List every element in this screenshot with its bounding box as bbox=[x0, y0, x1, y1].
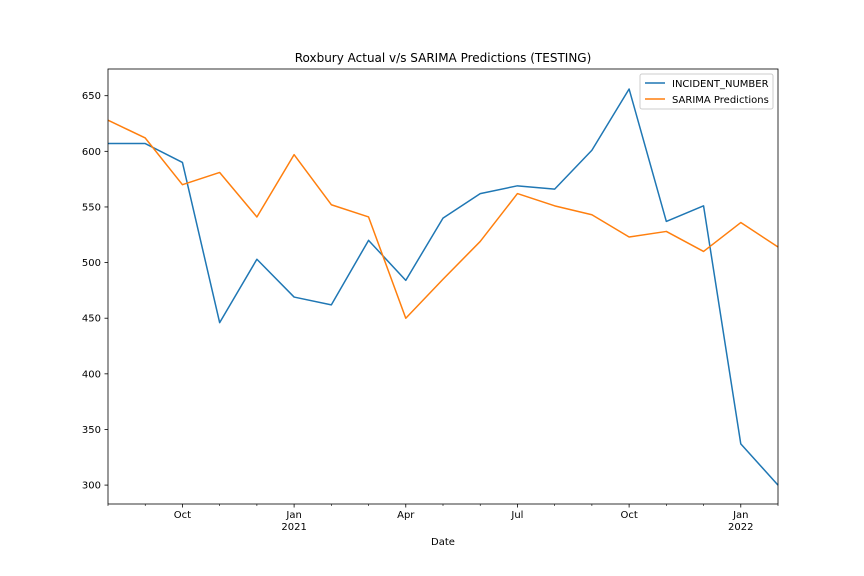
x-tick-label: Oct bbox=[620, 510, 637, 521]
y-tick-label: 400 bbox=[82, 369, 101, 380]
x-tick-year-label: 2022 bbox=[728, 522, 753, 533]
x-tick-label: Apr bbox=[397, 510, 415, 521]
chart-title: Roxbury Actual v/s SARIMA Predictions (T… bbox=[295, 51, 592, 65]
y-tick-label: 300 bbox=[82, 481, 101, 492]
series-line-0 bbox=[108, 88, 779, 486]
x-tick-label: Jan bbox=[732, 510, 748, 521]
y-axis: 300 350 400 450 500 550 600 650 bbox=[82, 91, 108, 492]
series-line-1 bbox=[107, 119, 779, 319]
legend-label-1: SARIMA Predictions bbox=[672, 95, 769, 106]
x-tick-label: Jul bbox=[510, 510, 523, 521]
x-tick-label: Oct bbox=[174, 510, 191, 521]
legend: INCIDENT_NUMBER SARIMA Predictions bbox=[639, 73, 774, 110]
y-tick-label: 350 bbox=[82, 425, 101, 436]
y-tick-label: 650 bbox=[82, 91, 101, 102]
y-tick-label: 550 bbox=[82, 202, 101, 213]
series-layer bbox=[107, 88, 779, 486]
legend-box bbox=[639, 73, 774, 110]
x-tick-label: Jan bbox=[285, 510, 301, 521]
y-tick-label: 500 bbox=[82, 258, 101, 269]
x-axis-title: Date bbox=[431, 537, 455, 548]
y-tick-label: 450 bbox=[82, 314, 101, 325]
x-tick-year-label: 2021 bbox=[281, 522, 306, 533]
legend-label-0: INCIDENT_NUMBER bbox=[672, 79, 769, 90]
y-tick-label: 600 bbox=[82, 147, 101, 158]
